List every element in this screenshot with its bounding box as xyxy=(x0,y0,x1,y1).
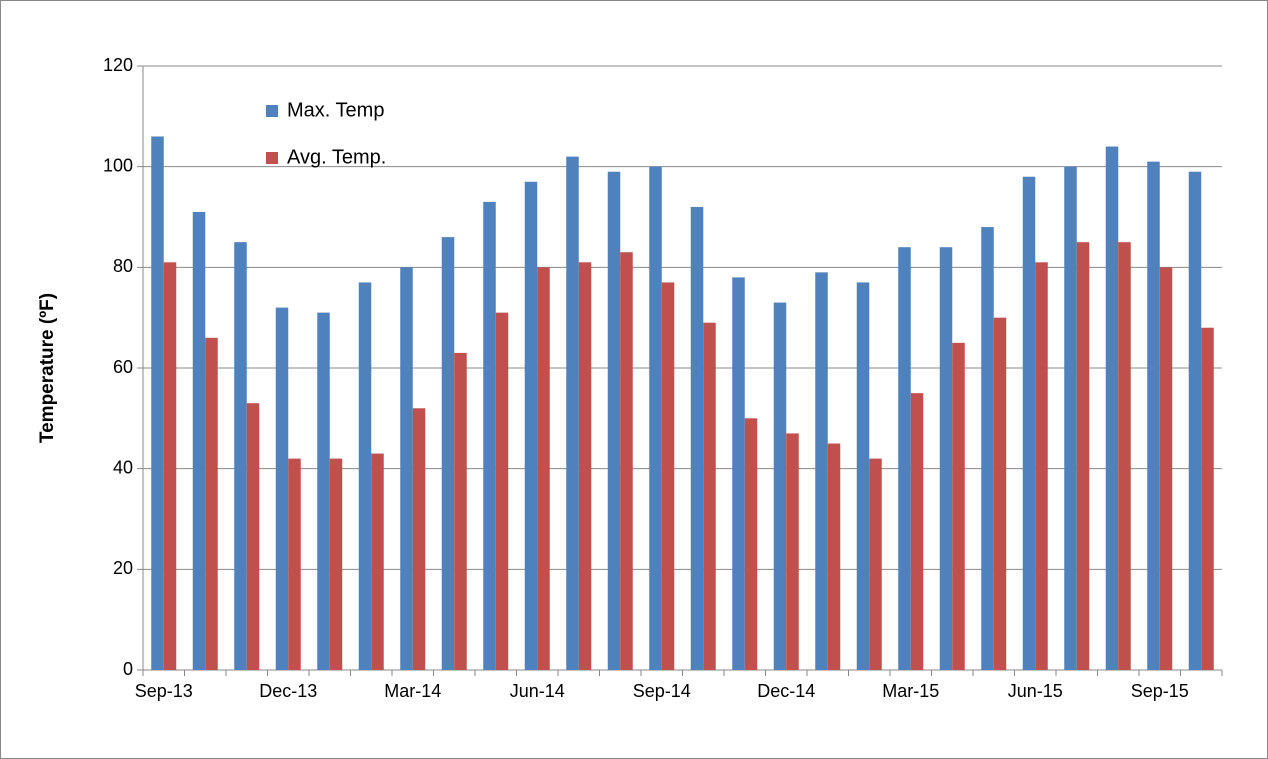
bar xyxy=(1035,262,1048,670)
legend-swatch xyxy=(266,105,278,117)
bar xyxy=(412,408,426,670)
x-tick-label: Jun-15 xyxy=(1008,681,1063,701)
x-tick-label: Mar-14 xyxy=(384,681,441,701)
bar xyxy=(898,247,911,670)
bar xyxy=(275,307,289,670)
bar xyxy=(329,458,343,670)
bar xyxy=(578,262,592,670)
bar xyxy=(1201,327,1214,670)
bar xyxy=(358,282,372,670)
bar xyxy=(1159,267,1173,670)
bar xyxy=(993,317,1007,670)
bar xyxy=(441,237,455,670)
y-tick-label: 60 xyxy=(113,357,133,377)
y-tick-label: 120 xyxy=(103,55,133,75)
bar xyxy=(607,171,621,670)
bar xyxy=(856,282,870,670)
bar xyxy=(939,247,953,670)
bar xyxy=(827,443,841,670)
y-tick-label: 100 xyxy=(103,155,133,175)
bar xyxy=(815,272,828,670)
bar xyxy=(1147,161,1160,670)
bar xyxy=(1188,171,1202,670)
bar xyxy=(703,322,716,670)
y-axis-label: Temperature (ºF) xyxy=(37,293,58,443)
x-tick-label: Mar-15 xyxy=(882,681,939,701)
bar xyxy=(773,302,787,670)
bar xyxy=(910,393,924,670)
bar xyxy=(192,211,206,670)
y-tick-label: 80 xyxy=(113,256,133,276)
bar xyxy=(869,458,882,670)
bar xyxy=(483,201,496,670)
bar xyxy=(537,267,550,670)
legend-swatch xyxy=(266,152,278,164)
bar xyxy=(205,337,218,670)
y-tick-label: 40 xyxy=(113,457,133,477)
y-tick-label: 20 xyxy=(113,558,133,578)
x-tick-label: Sep-14 xyxy=(633,681,691,701)
x-tick-label: Sep-15 xyxy=(1131,681,1189,701)
legend-label: Max. Temp xyxy=(287,99,384,121)
bar xyxy=(981,227,994,671)
bar xyxy=(371,453,384,670)
bar xyxy=(1118,242,1131,670)
bar xyxy=(690,206,704,670)
bar xyxy=(288,458,301,670)
bar xyxy=(566,156,579,671)
bar xyxy=(163,262,177,670)
bar xyxy=(1022,176,1036,670)
bar xyxy=(246,403,260,670)
bar xyxy=(1076,242,1090,670)
x-tick-label: Dec-14 xyxy=(757,681,815,701)
bar xyxy=(1105,146,1119,671)
legend-label: Avg. Temp. xyxy=(287,146,386,168)
bar xyxy=(454,352,467,670)
bar xyxy=(495,312,509,670)
bar xyxy=(151,136,164,670)
bar xyxy=(661,282,675,670)
bar xyxy=(234,242,247,670)
bar xyxy=(524,181,538,670)
bar xyxy=(744,418,758,670)
bar xyxy=(649,166,662,670)
bar xyxy=(1064,166,1077,670)
bar xyxy=(952,342,965,670)
bar xyxy=(620,252,633,670)
x-tick-label: Jun-14 xyxy=(510,681,565,701)
bar xyxy=(400,267,413,670)
y-tick-label: 0 xyxy=(123,659,133,679)
bar xyxy=(786,433,799,670)
x-tick-label: Sep-13 xyxy=(135,681,193,701)
bar xyxy=(317,312,330,670)
x-tick-label: Dec-13 xyxy=(259,681,317,701)
bar xyxy=(732,277,745,670)
